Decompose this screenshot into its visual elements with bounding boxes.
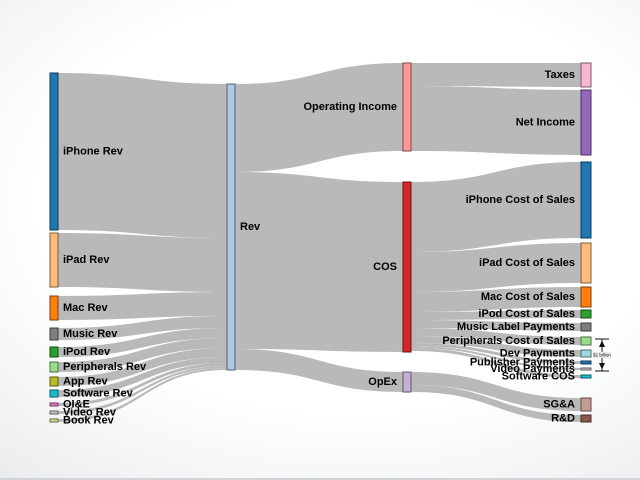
label-iphone_rev: iPhone Rev (63, 146, 124, 158)
flow-iphone_rev-to-rev (58, 73, 227, 238)
scale-marker: $1 billion (593, 338, 611, 372)
node-taxes[interactable] (580, 62, 592, 88)
label-opex: OpEx (368, 376, 398, 388)
flow-rev-to-operating_income (235, 63, 403, 172)
node-app_rev[interactable] (49, 376, 59, 387)
label-software_cos: Software COS (502, 371, 575, 383)
label-peripherals_rev: Peripherals Rev (63, 361, 147, 373)
node-video_rev[interactable] (49, 410, 59, 415)
node-ipad_rev[interactable] (49, 232, 59, 288)
flow-opex-to-sga (411, 372, 581, 411)
label-ipod_cos: iPod Cost of Sales (478, 308, 575, 320)
flow-cos-to-dev_payments (411, 336, 581, 357)
flow-cos-to-video_payments (411, 346, 581, 370)
label-publisher_payments: Publisher Payments (470, 357, 575, 369)
flow-operating_income-to-taxes (411, 63, 581, 87)
node-ipod_rev[interactable] (49, 346, 59, 358)
flow-peripherals_rev-to-rev (58, 338, 227, 372)
label-mac_cos: Mac Cost of Sales (481, 291, 575, 303)
flow-cos-to-ipod_cos (411, 310, 581, 320)
flow-video_rev-to-rev (58, 366, 227, 414)
node-ipad_cos[interactable] (580, 242, 592, 284)
node-software_cos[interactable] (580, 374, 592, 379)
node-mac_cos[interactable] (580, 286, 592, 308)
flow-rev-to-cos (235, 172, 403, 352)
flow-cos-to-publisher_payments (411, 343, 581, 364)
label-app_rev: App Rev (63, 376, 109, 388)
label-operating_income: Operating Income (303, 101, 397, 113)
node-opex[interactable] (402, 371, 412, 393)
flow-operating_income-to-net_income (411, 86, 581, 155)
flow-cos-to-music_label (411, 320, 581, 331)
label-oie: OI&E (63, 399, 90, 411)
label-music_rev: Music Rev (63, 328, 118, 340)
flow-cos-to-peripherals_cos (411, 328, 581, 345)
label-ipod_rev: iPod Rev (63, 346, 111, 358)
node-cos[interactable] (402, 181, 412, 353)
node-oie[interactable] (49, 402, 59, 407)
node-rev[interactable] (226, 83, 236, 371)
node-operating_income[interactable] (402, 62, 412, 152)
node-iphone_cos[interactable] (580, 161, 592, 239)
flow-cos-to-iphone_cos (411, 162, 581, 252)
scale-marker-label: $1 billion (593, 353, 611, 358)
node-video_payments[interactable] (580, 367, 592, 371)
flow-cos-to-ipad_cos (411, 243, 581, 292)
flow-app_rev-to-rev (58, 348, 227, 386)
label-software_rev: Software Rev (63, 388, 134, 400)
label-dev_payments: Dev Payments (500, 348, 575, 360)
flow-ipad_rev-to-rev (58, 233, 227, 292)
label-rev: Rev (240, 221, 261, 233)
label-iphone_cos: iPhone Cost of Sales (466, 194, 575, 206)
label-taxes: Taxes (545, 69, 575, 81)
flow-book_rev-to-rev (58, 368, 227, 422)
node-publisher_payments[interactable] (580, 360, 592, 365)
node-peripherals_rev[interactable] (49, 361, 59, 373)
node-software_rev[interactable] (49, 389, 59, 398)
label-cos: COS (373, 261, 397, 273)
node-peripherals_cos[interactable] (580, 336, 592, 346)
node-music_rev[interactable] (49, 327, 59, 341)
node-mac_rev[interactable] (49, 295, 59, 321)
node-book_rev[interactable] (49, 418, 59, 423)
node-dev_payments[interactable] (580, 349, 592, 358)
node-rnd[interactable] (580, 414, 592, 423)
flow-cos-to-mac_cos (411, 287, 581, 312)
label-video_payments: Video Payments (490, 363, 575, 375)
flow-software_rev-to-rev (58, 357, 227, 397)
flow-ipod_rev-to-rev (58, 328, 227, 357)
label-peripherals_cos: Peripherals Cost of Sales (442, 335, 575, 347)
flow-music_rev-to-rev (58, 316, 227, 340)
label-ipad_cos: iPad Cost of Sales (479, 257, 575, 269)
flow-oie-to-rev (58, 363, 227, 406)
label-net_income: Net Income (516, 117, 575, 129)
node-iphone_rev[interactable] (49, 72, 59, 231)
label-music_label: Music Label Payments (457, 321, 575, 333)
label-rnd: R&D (551, 413, 575, 425)
label-mac_rev: Mac Rev (63, 302, 109, 314)
flow-rev-to-opex (235, 349, 403, 392)
label-sga: SG&A (543, 399, 575, 411)
flow-cos-to-software_cos (411, 348, 581, 378)
flow-opex-to-rnd (411, 385, 581, 422)
label-ipad_rev: iPad Rev (63, 254, 110, 266)
label-video_rev: Video Rev (63, 407, 117, 419)
node-sga[interactable] (580, 397, 592, 412)
node-music_label[interactable] (580, 322, 592, 332)
node-ipod_cos[interactable] (580, 309, 592, 319)
node-net_income[interactable] (580, 89, 592, 156)
label-book_rev: Book Rev (63, 415, 115, 427)
flow-mac_rev-to-rev (58, 292, 227, 320)
